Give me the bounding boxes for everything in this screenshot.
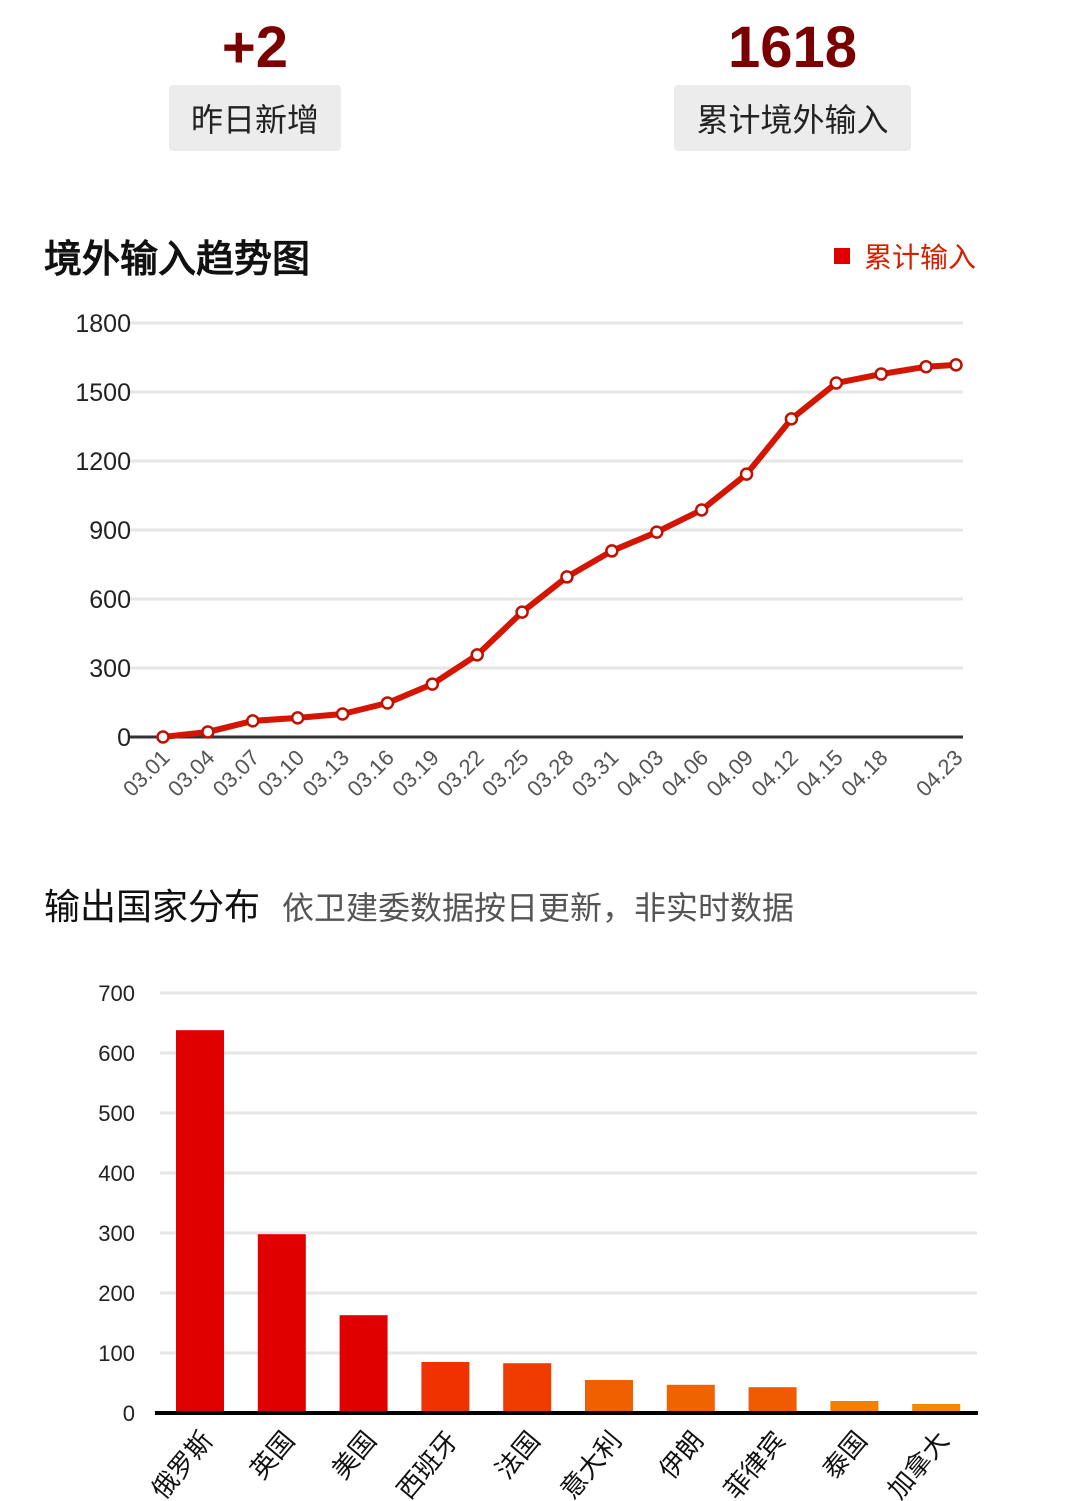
x-tick-label: 04.23	[911, 745, 968, 802]
x-tick-label: 意大利	[554, 1426, 627, 1501]
stat-total: 1618 累计境外输入	[640, 14, 945, 151]
x-tick-label: 04.06	[657, 745, 714, 802]
y-tick-label: 600	[89, 586, 131, 614]
bar	[421, 1362, 470, 1413]
bar	[585, 1380, 633, 1413]
bar	[748, 1387, 797, 1413]
dist-title: 输出国家分布 依卫建委数据按日更新，非实时数据	[44, 878, 794, 930]
bar	[666, 1384, 715, 1413]
x-tick-label: 03.16	[342, 745, 399, 802]
trend-chart: 030060090012001500180003.0103.0403.0703.…	[75, 310, 968, 802]
x-tick-label: 04.18	[836, 745, 893, 802]
x-tick-label: 加拿大	[882, 1426, 955, 1501]
legend-label: 累计输入	[863, 241, 976, 274]
x-tick-label: 03.25	[477, 745, 534, 802]
data-point	[515, 605, 529, 619]
data-point	[425, 677, 440, 691]
bar	[830, 1401, 879, 1413]
x-tick-label: 03.22	[432, 745, 489, 802]
data-point	[156, 730, 170, 744]
stat-total-value: 1618	[727, 15, 858, 80]
data-point	[919, 359, 933, 374]
bar	[176, 1030, 224, 1413]
x-tick-label: 03.07	[208, 745, 265, 802]
x-tick-label: 04.09	[701, 745, 758, 802]
data-point	[470, 648, 484, 662]
x-tick-label: 法国	[489, 1426, 545, 1485]
bar	[257, 1234, 306, 1413]
stat-new-value: +2	[221, 15, 289, 80]
x-tick-label: 伊朗	[653, 1426, 709, 1485]
x-tick-label: 03.13	[297, 745, 354, 802]
stat-total-label: 累计境外输入	[674, 85, 911, 151]
data-point	[560, 570, 574, 584]
y-tick-label: 1200	[75, 448, 131, 476]
legend[interactable]: 累计输入	[833, 236, 976, 276]
bar	[912, 1404, 961, 1413]
x-tick-label: 03.28	[522, 745, 579, 802]
x-tick-label: 04.12	[746, 745, 803, 802]
stat-new-label: 昨日新增	[168, 85, 341, 151]
y-tick-label: 0	[117, 724, 131, 752]
dist-subtitle: 依卫建委数据按日更新，非实时数据	[282, 889, 795, 927]
y-tick-label: 900	[89, 517, 131, 545]
data-point	[874, 367, 888, 381]
data-point	[290, 711, 305, 725]
data-point	[784, 412, 799, 426]
bar	[339, 1315, 388, 1413]
data-point	[694, 503, 709, 517]
y-tick-label: 0	[123, 1401, 135, 1426]
data-point	[201, 725, 215, 739]
y-tick-label: 600	[98, 1041, 135, 1066]
x-tick-label: 03.10	[253, 745, 310, 802]
bar-chart: 0 100 200 300 400 500 600 700 俄罗斯 英国 美国 西班牙 法国 意大利 伊朗菲…	[98, 981, 978, 1501]
x-tick-label: 03.01	[118, 745, 175, 802]
x-tick-label: 俄罗斯	[145, 1426, 218, 1501]
x-tick-label: 泰国	[817, 1426, 873, 1485]
data-point	[949, 358, 963, 372]
data-point	[380, 696, 395, 710]
data-point	[246, 714, 260, 728]
x-tick-label: 04.03	[612, 745, 669, 802]
y-tick-label: 100	[98, 1341, 135, 1366]
x-tick-label: 菲律宾	[718, 1426, 791, 1501]
legend-swatch	[833, 248, 850, 264]
x-tick-label: 04.15	[791, 745, 848, 802]
dist-title-text: 输出国家分布	[44, 887, 261, 928]
x-tick-label: 英国	[244, 1426, 300, 1485]
y-tick-label: 1800	[75, 310, 131, 338]
y-tick-label: 400	[98, 1161, 135, 1186]
y-tick-label: 200	[98, 1281, 135, 1306]
y-tick-label: 300	[98, 1221, 135, 1246]
x-tick-label: 03.31	[567, 745, 624, 802]
y-tick-label: 700	[98, 981, 135, 1006]
series-line	[162, 361, 957, 740]
data-point	[829, 376, 844, 390]
stat-new: +2 昨日新增	[150, 14, 360, 151]
x-tick-label: 03.19	[387, 745, 444, 802]
data-point	[335, 707, 350, 721]
x-tick-label: 西班牙	[391, 1426, 464, 1501]
data-point	[739, 467, 754, 481]
trend-title: 境外输入趋势图	[44, 237, 311, 281]
y-tick-label: 300	[89, 655, 131, 683]
bar	[503, 1363, 552, 1413]
x-tick-label: 美国	[326, 1426, 382, 1485]
data-point	[605, 544, 619, 558]
data-point	[650, 525, 664, 539]
y-tick-label: 1500	[75, 379, 131, 407]
x-tick-label: 03.04	[163, 745, 220, 802]
y-tick-label: 500	[98, 1101, 135, 1126]
